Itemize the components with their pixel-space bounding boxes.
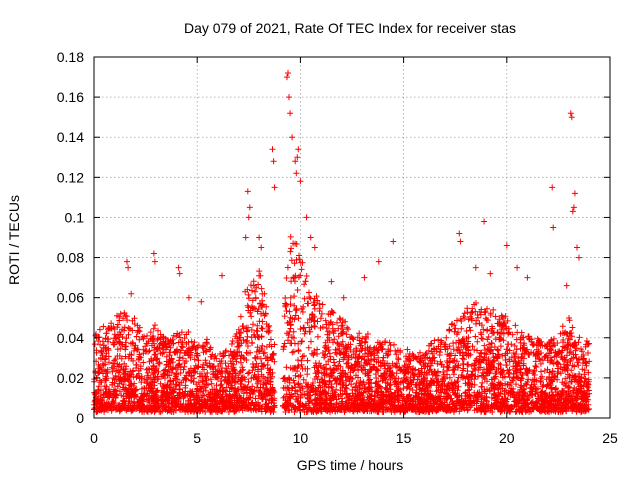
y-tick-label: 0.18 xyxy=(57,49,84,65)
chart-title: Day 079 of 2021, Rate Of TEC Index for r… xyxy=(184,20,516,36)
x-tick-label: 20 xyxy=(499,430,515,446)
y-tick-label: 0.12 xyxy=(57,169,84,185)
y-tick-label: 0.16 xyxy=(57,89,84,105)
y-tick-label: 0.14 xyxy=(57,129,84,145)
y-axis-label: ROTI / TECUs xyxy=(6,195,22,285)
y-tick-label: 0.08 xyxy=(57,250,84,266)
x-tick-label: 25 xyxy=(602,430,618,446)
x-tick-label: 10 xyxy=(293,430,309,446)
x-axis-label: GPS time / hours xyxy=(297,457,404,473)
y-tick-label: 0.04 xyxy=(57,330,84,346)
y-tick-label: 0 xyxy=(76,410,84,426)
y-tick-label: 0.06 xyxy=(57,290,84,306)
tick-labels: 0 5 10 15 20 25 0 0.02 0.04 0.06 0.08 0.1 0.12 0.14 0.… xyxy=(57,49,618,446)
x-tick-label: 0 xyxy=(90,430,98,446)
x-tick-label: 15 xyxy=(396,430,412,446)
plot-frame xyxy=(93,56,611,419)
roti-point-markers xyxy=(91,70,593,415)
y-tick-label: 0.02 xyxy=(57,370,84,386)
tick-marks xyxy=(93,56,611,419)
x-tick-label: 5 xyxy=(193,430,201,446)
data-points xyxy=(91,70,593,415)
y-tick-label: 0.1 xyxy=(65,209,85,225)
